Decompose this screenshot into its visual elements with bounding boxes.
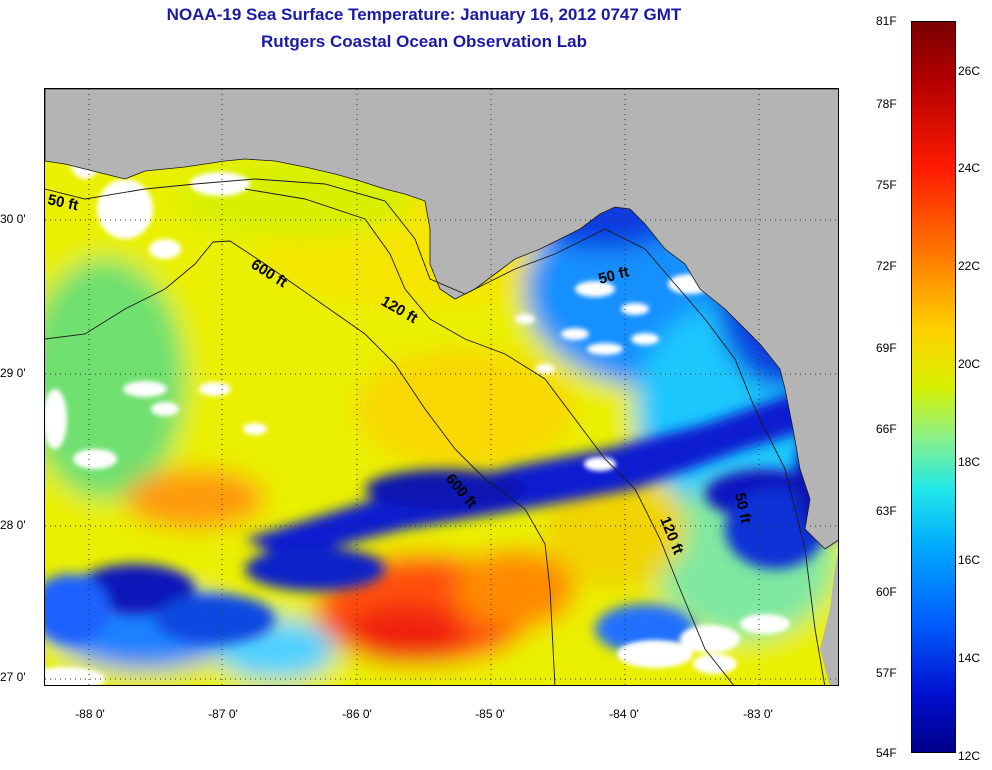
colorbar-c-label: 12C [958,749,981,763]
colorbar-f-label: 66F [876,422,897,436]
contour-label-7: 50 ft [731,491,754,525]
colorbar-f-label: 54F [876,746,897,760]
bathymetry-contours [45,178,826,685]
colorbar-c-label: 18C [958,455,981,469]
lon-label: -84 0' [609,707,639,721]
map-subtitle: Rutgers Coastal Ocean Observation Lab [261,32,587,51]
lat-label: 30 0' [0,212,26,226]
colorbar-c-label: 22C [958,259,981,273]
lat-label: 27 0' [0,670,26,684]
colorbar-f-label: 57F [876,666,897,680]
lon-label: -86 0' [342,707,372,721]
lon-label: -87 0' [208,707,238,721]
colorbar-f-label: 72F [876,259,897,273]
lat-label: 29 0' [0,366,26,380]
lon-label: -85 0' [475,707,505,721]
lon-label: -83 0' [743,707,773,721]
colorbar-c-label: 16C [958,553,981,567]
colorbar-f-label: 81F [876,14,897,28]
map-title: NOAA-19 Sea Surface Temperature: January… [166,5,682,24]
sst-map: 50 ft 600 ft 120 ft 50 ft 600 ft 120 ft … [44,88,839,686]
colorbar-f-label: 78F [876,97,897,111]
temperature-colorbar [911,21,956,753]
colorbar-f-label: 69F [876,341,897,355]
colorbar-f-label: 63F [876,504,897,518]
lon-label: -88 0' [75,707,105,721]
colorbar-c-label: 14C [958,651,981,665]
sst-map-graphic: 50 ft 600 ft 120 ft 50 ft 600 ft 120 ft … [45,89,838,685]
land-mass [45,89,838,550]
colorbar-f-label: 75F [876,178,897,192]
colorbar-c-label: 20C [958,357,981,371]
contour-label-1: 50 ft [46,191,80,214]
colorbar-f-label: 60F [876,585,897,599]
lat-label: 28 0' [0,518,26,532]
colorbar-c-label: 24C [958,161,981,175]
cloud-patches [45,119,790,685]
colorbar-c-label: 26C [958,64,981,78]
